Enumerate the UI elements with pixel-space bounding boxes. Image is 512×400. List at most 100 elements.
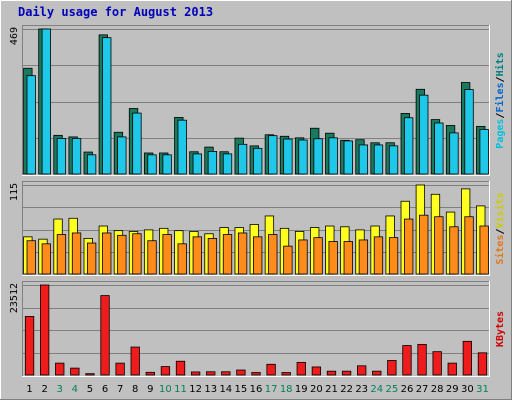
bar-kbytes-day-15 <box>236 369 246 376</box>
bar-files-day-25 <box>388 145 399 175</box>
bar-sites-day-30 <box>464 216 474 275</box>
x-tick-label: 23 <box>355 384 368 395</box>
bar-kbytes-day-14 <box>221 371 231 376</box>
x-tick-label: 7 <box>117 384 123 395</box>
bar-sites-day-5 <box>86 242 97 275</box>
panel-max-label: 23512 <box>9 283 20 313</box>
x-tick-label: 3 <box>57 384 63 395</box>
bar-sites-day-6 <box>102 232 112 275</box>
bar-kbytes-day-13 <box>206 371 216 376</box>
bar-kbytes-day-17 <box>266 363 276 376</box>
plot-area <box>22 281 490 377</box>
x-tick-label: 24 <box>370 384 383 395</box>
bar-sites-day-25 <box>388 237 399 275</box>
bar-kbytes-day-25 <box>387 360 397 376</box>
bar-files-day-3 <box>56 138 67 175</box>
bar-files-day-14 <box>222 153 233 175</box>
panel-max-label: 469 <box>9 27 20 45</box>
legend-entry: Sites <box>494 235 506 265</box>
bar-kbytes-day-18 <box>281 372 291 376</box>
bar-files-day-16 <box>253 147 263 175</box>
x-tick-label: 4 <box>72 384 78 395</box>
bar-files-day-21 <box>328 137 338 175</box>
bar-files-day-26 <box>404 117 414 175</box>
bar-kbytes-day-26 <box>402 345 412 376</box>
x-tick-label: 26 <box>401 384 414 395</box>
bar-files-day-6 <box>102 37 112 175</box>
x-tick-label: 10 <box>159 384 172 395</box>
bar-sites-day-21 <box>328 241 338 275</box>
x-tick-label: 11 <box>174 384 187 395</box>
bar-sites-day-31 <box>479 225 489 275</box>
legend-entry: Files <box>494 82 506 112</box>
legend-entry: Visits <box>494 192 506 228</box>
bar-files-day-22 <box>343 140 353 175</box>
x-tick-label: 15 <box>235 384 248 395</box>
bar-files-day-15 <box>237 143 248 175</box>
x-tick-label: 27 <box>416 384 429 395</box>
bar-sites-day-24 <box>373 236 384 275</box>
bar-sites-day-10 <box>162 234 172 275</box>
bar-sites-day-27 <box>419 214 429 275</box>
x-tick-label: 29 <box>446 384 459 395</box>
bar-files-day-19 <box>298 139 308 175</box>
x-tick-label: 18 <box>280 384 293 395</box>
bar-sites-day-18 <box>283 245 293 275</box>
x-tick-label: 17 <box>265 384 278 395</box>
bar-files-day-18 <box>283 138 293 175</box>
bar-kbytes-day-19 <box>296 361 306 376</box>
x-tick-label: 12 <box>189 384 202 395</box>
bar-files-day-11 <box>177 119 187 175</box>
bar-sites-day-16 <box>253 236 263 275</box>
bar-kbytes-day-31 <box>477 352 488 376</box>
bar-files-day-1 <box>26 75 36 175</box>
bar-kbytes-day-7 <box>115 362 125 376</box>
bar-kbytes-day-5 <box>85 373 95 376</box>
bar-files-day-13 <box>207 151 218 175</box>
bar-kbytes-day-6 <box>100 295 110 376</box>
bar-sites-day-14 <box>222 234 233 275</box>
legend-entry: / <box>495 113 506 119</box>
bar-sites-day-3 <box>56 234 67 275</box>
bar-sites-day-12 <box>192 236 202 275</box>
bar-kbytes-day-24 <box>372 370 382 376</box>
bar-files-day-10 <box>162 154 172 175</box>
x-tick-label: 6 <box>102 384 108 395</box>
bar-kbytes-day-10 <box>160 366 171 376</box>
bar-sites-day-2 <box>41 243 51 275</box>
bar-files-day-5 <box>86 154 97 175</box>
bar-kbytes-day-4 <box>70 367 80 376</box>
x-tick-label: 14 <box>219 384 232 395</box>
bar-sites-day-17 <box>268 234 278 275</box>
x-tick-label: 20 <box>310 384 323 395</box>
legend-entry: / <box>495 228 506 234</box>
bar-sites-day-8 <box>132 233 142 275</box>
bar-kbytes-day-16 <box>251 372 261 376</box>
bar-files-day-30 <box>464 89 474 175</box>
legend-entry: / <box>495 76 506 82</box>
bar-kbytes-day-11 <box>175 360 186 376</box>
bar-kbytes-day-9 <box>145 371 155 376</box>
bar-sites-day-20 <box>313 237 323 275</box>
bar-files-day-4 <box>71 138 82 175</box>
bar-files-day-24 <box>373 144 384 175</box>
bar-files-day-7 <box>117 136 127 175</box>
x-axis-day-labels: 1 2 3 4 5 6 7 8 9 10 11 12 13 14 15 16 17 18 19 20 21 22 23 24 2… <box>26 384 488 395</box>
bar-sites-day-26 <box>404 218 414 275</box>
bar-sites-day-22 <box>343 241 353 275</box>
x-tick-label: 31 <box>476 384 489 395</box>
x-tick-label: 13 <box>204 384 217 395</box>
x-tick-label: 1 <box>26 384 32 395</box>
x-tick-label: 2 <box>41 384 47 395</box>
bar-files-day-28 <box>434 122 444 175</box>
panel-legend: KBytes <box>495 311 506 347</box>
bar-files-day-20 <box>313 138 323 175</box>
x-tick-label: 19 <box>295 384 308 395</box>
panel-middle: 115 Sites/Visits <box>9 181 506 276</box>
bar-sites-day-7 <box>117 234 127 275</box>
bar-sites-day-23 <box>358 239 369 275</box>
bar-kbytes-day-28 <box>432 351 442 376</box>
